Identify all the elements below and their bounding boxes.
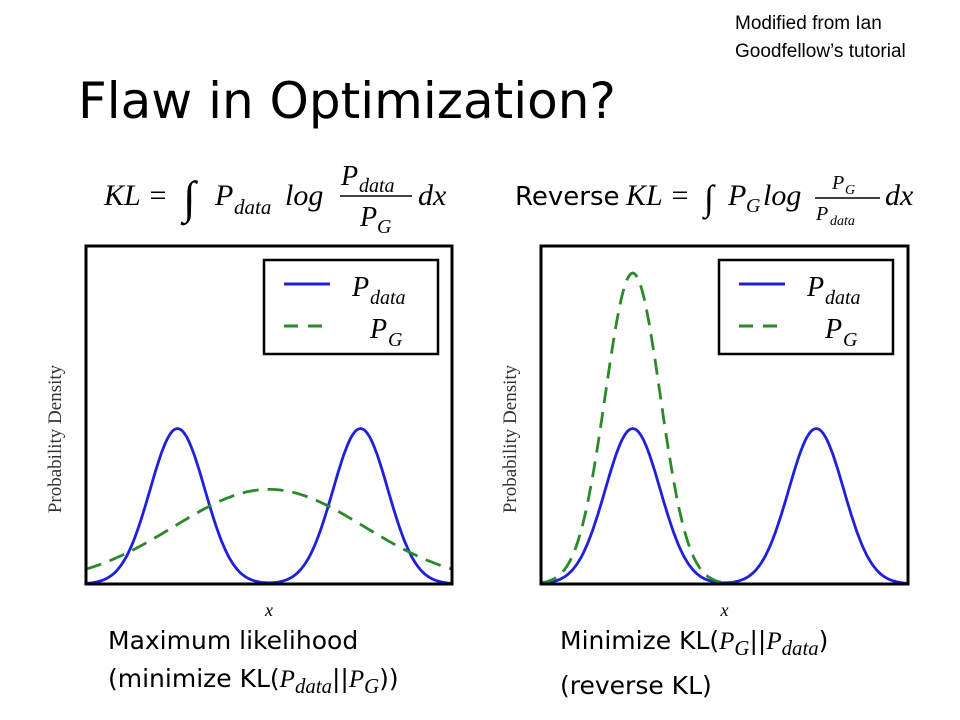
legend-label-sub-2: G (843, 329, 858, 351)
y-axis-label: Probability Density (500, 364, 521, 513)
reverse-word: Reverse (515, 182, 620, 212)
credit-line-1: Modified from Ian (735, 13, 882, 34)
reverse-kl-equation: Reverse KL = ∫ P G log P G P data dx (515, 172, 914, 229)
legend-label-1: P (806, 272, 824, 303)
caption-left-mid: || (331, 664, 349, 693)
legend-label-sub-1: data (370, 287, 406, 309)
rkl-integral-sign: ∫ (702, 178, 716, 220)
x-axis-label: x (720, 600, 729, 620)
kl-frac-den-sub: G (377, 216, 392, 238)
x-axis-label: x (264, 600, 273, 620)
caption-left-s1: data (294, 674, 332, 698)
kl-dx: dx (418, 179, 447, 212)
rkl-frac-den-sub: data (830, 214, 855, 229)
plot-frame (539, 244, 910, 586)
caption-left-p1: P (279, 666, 295, 693)
caption-left: Maximum likelihood (minimize KL(Pdata||P… (108, 622, 399, 705)
legend-box (717, 258, 895, 356)
slide-title: Flaw in Optimization? (78, 72, 616, 130)
kl-equation: KL = ∫ P data log P data P G dx (103, 161, 447, 238)
caption-right-p2: P (766, 628, 782, 655)
caption-right-mid: || (749, 626, 767, 655)
rkl-log: log (763, 179, 801, 212)
caption-left-p2: P (348, 666, 365, 693)
kl-frac-den: P (359, 202, 377, 233)
legend-label-1: P (351, 272, 369, 303)
rkl-dx: dx (885, 179, 914, 212)
caption-left-line2: (minimize KL(Pdata||PG)) (108, 660, 399, 705)
rkl-integrand: P (727, 179, 746, 212)
legend-box (262, 258, 440, 356)
legend-label-2: P (824, 314, 842, 345)
series-line-p-g (85, 488, 453, 571)
credit-note: Modified from Ian Goodfellow’s tutorial (735, 10, 906, 66)
caption-left-line1: Maximum likelihood (108, 626, 359, 655)
caption-right-line1: Minimize KL(PG||Pdata) (560, 622, 828, 667)
credit-line-2: Goodfellow’s tutorial (735, 41, 906, 62)
legend-label-sub-1: data (825, 287, 861, 309)
rkl-integrand-sub: G (746, 195, 761, 217)
caption-left-pre: (minimize KL( (108, 664, 280, 693)
rkl-frac-num: P (831, 172, 844, 194)
series-line-p-data (85, 427, 453, 585)
kl-log: log (285, 179, 323, 212)
rkl-frac-num-sub: G (845, 183, 855, 198)
y-axis-label: Probability Density (45, 364, 66, 513)
legend-label-sub-2: G (388, 329, 403, 351)
legend-label-2: P (369, 314, 387, 345)
caption-right-s1: G (734, 636, 750, 660)
caption-right-post: ) (818, 626, 829, 655)
kl-integrand: P (214, 179, 233, 212)
kl-lhs: KL = (103, 179, 168, 212)
caption-right: Minimize KL(PG||Pdata) (reverse KL) (560, 622, 828, 705)
series-line-p-g (540, 271, 908, 586)
caption-right-p1: P (719, 628, 735, 655)
rkl-frac-den: P (815, 203, 828, 225)
kl-integral-sign: ∫ (180, 172, 198, 226)
caption-right-pre: Minimize KL( (560, 626, 720, 655)
caption-right-line2: (reverse KL) (560, 671, 712, 700)
kl-frac-num: P (340, 161, 358, 192)
kl-frac-num-sub: data (359, 175, 395, 197)
caption-left-s2: G (364, 674, 380, 698)
rkl-lhs: KL = (625, 179, 690, 212)
kl-integrand-sub: data (234, 195, 271, 219)
plot-frame (84, 244, 454, 586)
caption-left-post: )) (379, 664, 399, 693)
caption-right-s2: data (781, 636, 819, 660)
